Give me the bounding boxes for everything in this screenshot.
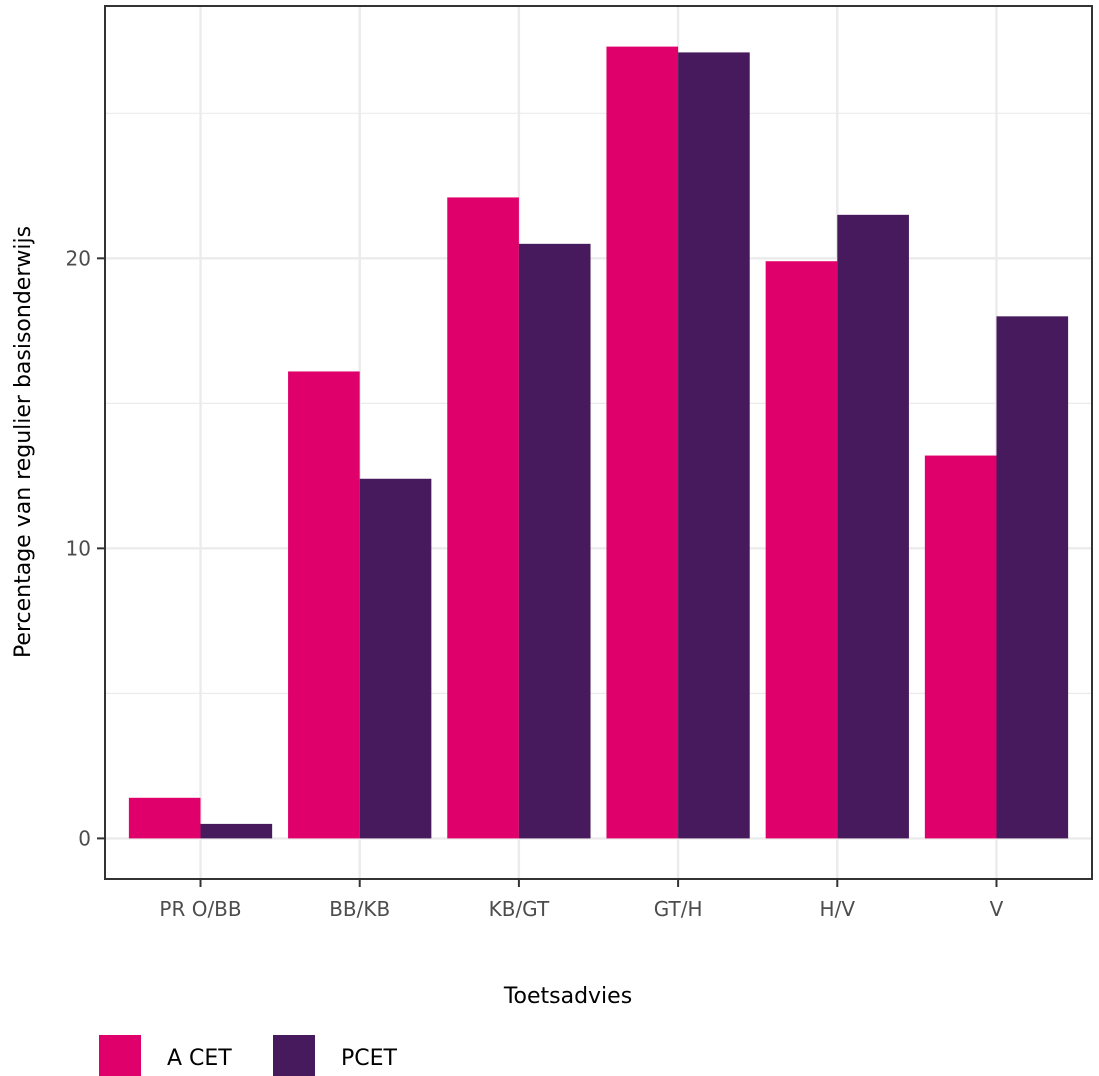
bar: [996, 316, 1069, 839]
bar: [606, 46, 679, 839]
x-tick-label: BB/KB: [329, 897, 390, 921]
bar: [765, 261, 838, 839]
bar: [200, 823, 273, 839]
bar: [518, 243, 591, 839]
y-axis-title: Percentage van regulier basisonderwijs: [11, 226, 36, 658]
bar: [288, 371, 360, 839]
bar: [359, 478, 432, 839]
x-tick-label: KB/GT: [489, 897, 550, 921]
legend-label: PCET: [341, 1046, 398, 1071]
legend: A CET PCET: [99, 1035, 398, 1076]
x-tick-label: H/V: [820, 897, 856, 921]
y-axis: 0 10 20: [66, 246, 105, 850]
legend-swatch: [99, 1035, 141, 1076]
x-tick-label: V: [990, 897, 1004, 921]
legend-label: A CET: [167, 1046, 232, 1071]
x-axis: PR O/BB BB/KB KB/GT GT/H H/V V: [159, 879, 1004, 921]
x-tick-label: GT/H: [654, 897, 703, 921]
bar: [128, 797, 201, 839]
bar: [447, 197, 519, 839]
legend-swatch: [273, 1035, 315, 1076]
bar: [837, 214, 909, 839]
x-axis-title: Toetsadvies: [503, 984, 632, 1009]
y-tick-label: 20: [66, 246, 91, 270]
x-tick-label: PR O/BB: [159, 897, 241, 921]
bars: [128, 46, 1069, 839]
panel-border: [104, 5, 1093, 880]
bar: [924, 455, 997, 839]
bar: [678, 52, 750, 839]
y-tick-label: 0: [78, 826, 91, 850]
y-tick-label: 10: [66, 536, 91, 560]
